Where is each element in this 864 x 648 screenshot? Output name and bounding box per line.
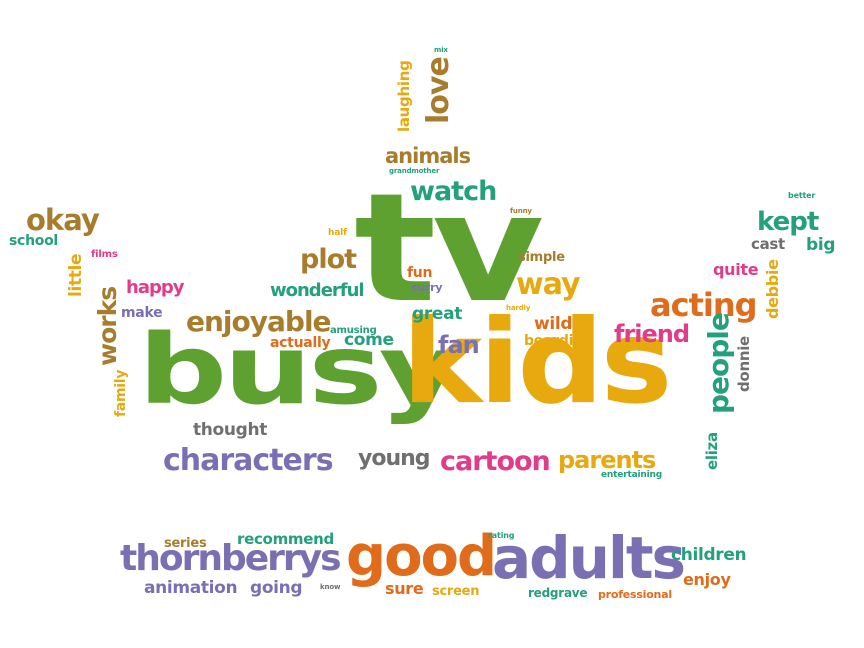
word-way: way <box>516 267 581 302</box>
word-sure: sure <box>385 579 424 598</box>
word-rating: rating <box>488 531 515 540</box>
word-donnie: donnie <box>735 336 753 392</box>
word-funny: funny <box>510 207 532 215</box>
word-debbie: debbie <box>763 259 782 319</box>
word-young: young <box>358 446 431 471</box>
word-hardly: hardly <box>506 304 531 312</box>
word-know: know <box>320 583 341 591</box>
word-animals: animals <box>385 144 471 168</box>
word-mix: mix <box>434 46 448 54</box>
word-adults: adults <box>492 524 686 592</box>
word-recommend: recommend <box>237 530 334 548</box>
word-acting: acting <box>650 286 758 324</box>
word-curry: curry <box>411 281 443 294</box>
word-fan: fan <box>438 331 480 359</box>
word-fun: fun <box>407 265 433 281</box>
word-make: make <box>121 305 163 321</box>
word-enjoy: enjoy <box>683 570 731 589</box>
word-better: better <box>788 191 816 200</box>
word-come: come <box>344 330 394 350</box>
word-friend: friend <box>614 320 690 348</box>
word-works: works <box>93 286 122 366</box>
word-good: good <box>346 524 497 589</box>
word-screen: screen <box>432 584 480 599</box>
word-love: love <box>421 57 456 124</box>
word-great: great <box>412 304 462 324</box>
word-professional: professional <box>598 588 672 601</box>
word-wild: wild <box>534 314 573 334</box>
word-grandmother: grandmother <box>389 167 440 175</box>
word-going: going <box>250 578 303 598</box>
word-actually: actually <box>270 335 331 351</box>
word-school: school <box>9 233 58 249</box>
word-cartoon: cartoon <box>440 446 551 477</box>
word-boarding: boarding <box>524 333 593 349</box>
word-films: films <box>91 249 118 260</box>
word-kept: kept <box>757 207 819 237</box>
word-entertaining: entertaining <box>601 470 662 480</box>
word-thought: thought <box>193 420 268 440</box>
word-simple: simple <box>518 250 565 265</box>
word-plot: plot <box>300 244 357 275</box>
word-happy: happy <box>126 277 184 298</box>
word-amusing: amusing <box>330 325 377 336</box>
word-half: half <box>328 228 347 238</box>
word-quite: quite <box>713 260 759 279</box>
word-kids: kids <box>402 295 672 430</box>
word-family: family <box>113 369 129 417</box>
word-okay: okay <box>26 203 100 237</box>
word-parents: parents <box>558 446 656 474</box>
word-big: big <box>806 235 836 255</box>
word-eliza: eliza <box>703 432 721 470</box>
word-tv: tv <box>354 162 544 336</box>
word-watch: watch <box>410 176 497 207</box>
word-children: children <box>671 545 747 565</box>
word-wonderful: wonderful <box>270 280 365 301</box>
word-little: little <box>66 253 86 297</box>
word-redgrave: redgrave <box>528 586 588 600</box>
word-people: people <box>702 313 735 414</box>
word-series: series <box>164 536 207 551</box>
word-enjoyable: enjoyable <box>186 305 332 338</box>
word-cast: cast <box>751 235 785 253</box>
word-laughing: laughing <box>395 60 413 132</box>
word-characters: characters <box>163 443 334 478</box>
word-busy: busy <box>138 314 460 426</box>
word-animation: animation <box>144 578 238 598</box>
word-thornberrys: thornberrys <box>120 538 342 579</box>
